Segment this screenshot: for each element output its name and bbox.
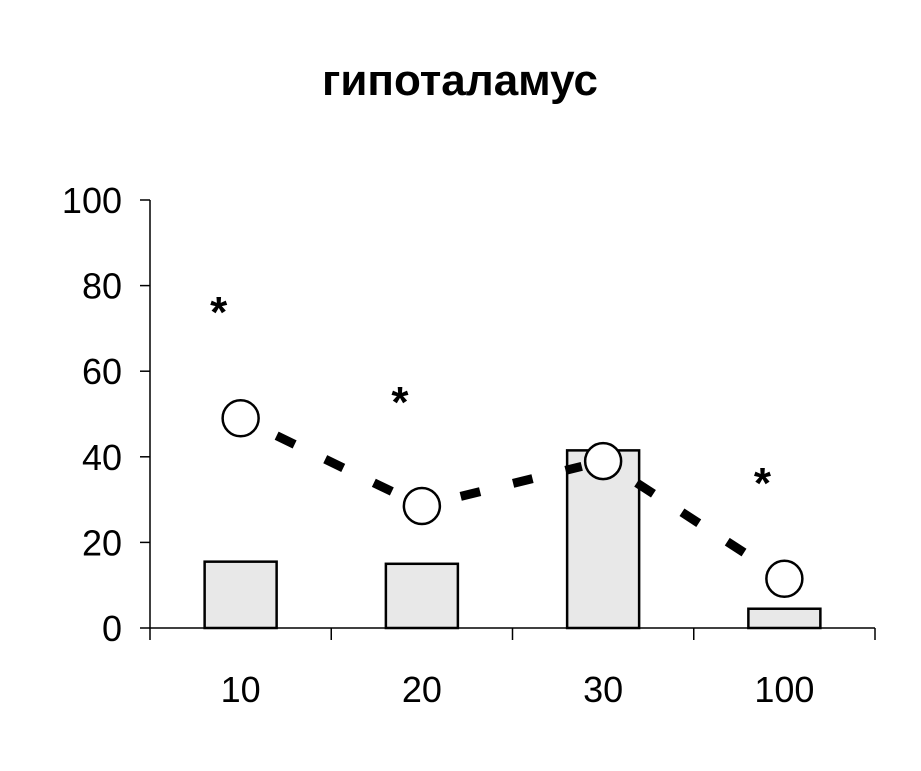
x-tick-label: 100 bbox=[754, 669, 814, 710]
line-segment bbox=[634, 479, 769, 571]
bar bbox=[203, 560, 278, 630]
line-point bbox=[583, 441, 623, 481]
x-tick-label: 10 bbox=[221, 669, 261, 710]
y-tick-label: 80 bbox=[82, 266, 122, 307]
line-segment bbox=[274, 431, 405, 501]
chart-title: гипоталамус bbox=[322, 56, 598, 105]
y-tick-label: 60 bbox=[82, 351, 122, 392]
bar-series bbox=[203, 449, 822, 630]
significance-marker: * bbox=[754, 459, 772, 508]
significance-marker: * bbox=[391, 378, 409, 427]
line-point bbox=[221, 399, 260, 438]
line-point bbox=[765, 559, 804, 599]
x-tick-label: 20 bbox=[402, 669, 442, 710]
significance-marker: * bbox=[210, 288, 228, 337]
line-segment bbox=[459, 462, 583, 501]
annotations: * * * bbox=[210, 288, 772, 508]
axes: 0 20 40 60 80 100 10 20 30 100 bbox=[62, 180, 876, 710]
x-tick-label: 30 bbox=[583, 669, 623, 710]
bar bbox=[565, 449, 641, 630]
y-tick-label: 100 bbox=[62, 180, 122, 221]
y-tick-label: 40 bbox=[82, 437, 122, 478]
bar bbox=[384, 562, 460, 630]
y-tick-label: 0 bbox=[102, 608, 122, 649]
bar bbox=[747, 607, 822, 630]
y-tick-label: 20 bbox=[82, 522, 122, 563]
line-point bbox=[402, 486, 442, 526]
line-series bbox=[221, 399, 804, 599]
